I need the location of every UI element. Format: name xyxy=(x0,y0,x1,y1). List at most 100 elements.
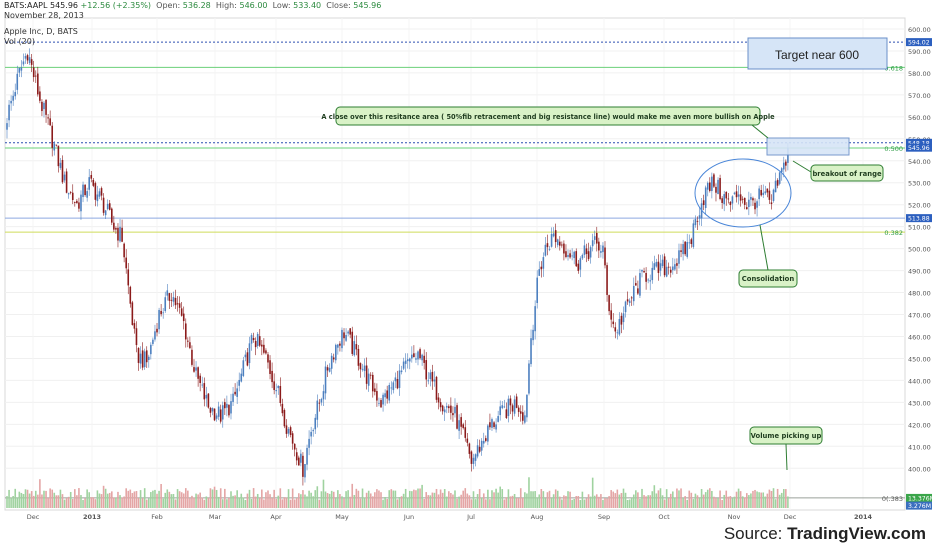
low-label: Low: xyxy=(272,1,291,10)
candle-body xyxy=(96,194,99,202)
volume-bar xyxy=(456,498,458,508)
candle-body xyxy=(174,297,177,306)
y-tick-label: 400.00 xyxy=(908,465,931,473)
volume-bar xyxy=(628,499,631,508)
volume-bar xyxy=(18,491,21,508)
volume-bar xyxy=(462,490,465,508)
candle-body xyxy=(554,230,557,243)
candle-body xyxy=(482,440,485,444)
candle-body xyxy=(111,208,113,223)
volume-bar xyxy=(28,493,31,508)
candle-body xyxy=(577,263,580,271)
candle-body xyxy=(772,189,775,201)
volume-bar xyxy=(219,488,222,508)
candle-body xyxy=(776,180,779,186)
volume-bar xyxy=(300,494,302,508)
candle-body xyxy=(581,254,584,259)
volume-bar xyxy=(295,497,298,508)
candle-body xyxy=(536,277,538,303)
candle-body xyxy=(517,407,520,412)
volume-bar xyxy=(694,493,697,508)
volume-bar xyxy=(729,496,732,508)
candle-body xyxy=(706,182,709,190)
candle-body xyxy=(281,403,284,414)
open-value: 536.28 xyxy=(182,1,211,10)
candle-body xyxy=(351,331,354,354)
candle-body xyxy=(433,379,436,382)
candle-body xyxy=(452,413,454,416)
volume-label: Vol (20) xyxy=(4,37,35,46)
candle-body xyxy=(248,343,251,364)
candle-body xyxy=(197,367,199,379)
candle-body xyxy=(141,350,144,368)
candle-body xyxy=(485,438,487,441)
volume-bar xyxy=(760,492,762,508)
volume-bar xyxy=(14,488,17,508)
candle-body xyxy=(80,194,82,212)
candle-body xyxy=(244,354,247,358)
volume-bar xyxy=(367,490,370,508)
volume-bar xyxy=(727,496,730,508)
y-tick-label: 570.00 xyxy=(908,92,931,100)
volume-bar xyxy=(540,488,543,508)
candle-body xyxy=(150,344,152,355)
candle-body xyxy=(228,404,230,416)
candle-body xyxy=(731,196,734,204)
candle-body xyxy=(618,319,621,335)
candle-body xyxy=(180,308,183,316)
volume-bar xyxy=(606,498,608,508)
volume-bar xyxy=(435,488,438,508)
candle-body xyxy=(343,332,345,339)
volume-bar xyxy=(330,490,333,508)
volume-bar xyxy=(532,491,534,508)
volume-bar xyxy=(119,495,121,508)
candle-body xyxy=(639,273,641,296)
candle-body xyxy=(129,286,132,304)
candle-body xyxy=(715,186,717,193)
volume-bar xyxy=(47,497,49,508)
volume-bar xyxy=(645,496,647,508)
volume-bar xyxy=(776,488,779,508)
volume-bar xyxy=(719,490,721,508)
volume-bar xyxy=(209,488,212,508)
volume-bar xyxy=(507,489,510,508)
volume-bar xyxy=(630,497,633,508)
volume-bar xyxy=(480,497,483,508)
candle-body xyxy=(624,301,627,313)
volume-bar xyxy=(503,499,506,508)
volume-bar xyxy=(380,492,382,508)
volume-bar xyxy=(417,488,419,508)
volume-bar xyxy=(123,496,125,508)
candle-body xyxy=(314,417,317,430)
price-marker xyxy=(906,214,932,223)
volume-bar xyxy=(363,497,366,508)
volume-bar xyxy=(768,489,771,508)
y-tick-label: 540.00 xyxy=(908,158,931,166)
volume-bar xyxy=(176,489,179,508)
candle-body xyxy=(546,243,549,248)
volume-bar xyxy=(616,489,619,508)
volume-bar xyxy=(357,490,360,508)
candle-body xyxy=(324,366,327,394)
candle-body xyxy=(598,241,600,251)
candle-body xyxy=(328,367,331,372)
volume-comment-pointer xyxy=(785,443,788,471)
candle-body xyxy=(427,380,430,382)
volume-bar xyxy=(725,490,728,508)
volume-bar xyxy=(700,488,703,508)
volume-bars xyxy=(6,477,789,508)
volume-bar xyxy=(16,497,19,508)
volume-bar xyxy=(511,495,514,508)
volume-bar xyxy=(766,493,769,508)
candle-body xyxy=(478,446,481,452)
candle-body xyxy=(653,263,656,270)
candle-body xyxy=(505,409,508,418)
volume-bar xyxy=(117,491,119,508)
x-tick-label: Jul xyxy=(466,513,475,521)
resistance-box xyxy=(766,137,850,156)
candle-body xyxy=(499,406,501,416)
x-tick-label: Aug xyxy=(531,513,544,521)
symbol-header: BATS:AAPL 545.96 +12.56 (+2.35%) Open: 5… xyxy=(4,1,381,10)
candle-body xyxy=(429,372,432,380)
